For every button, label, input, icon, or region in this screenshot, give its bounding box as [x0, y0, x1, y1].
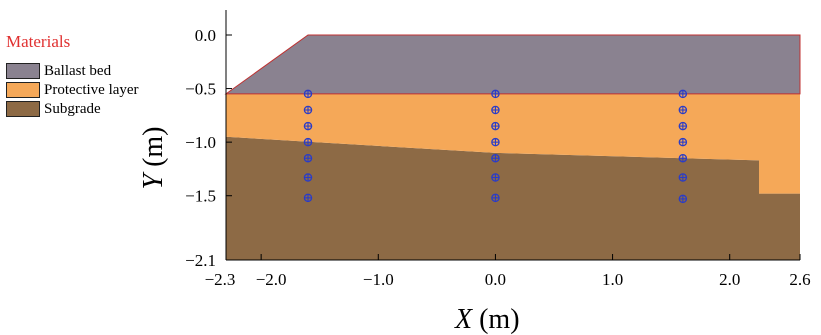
y-tick-label: −1.0 [185, 133, 216, 152]
legend-label-ballast-bed: Ballast bed [44, 62, 112, 79]
legend-label-subgrade: Subgrade [44, 100, 101, 117]
x-tick-label: −2.0 [256, 270, 287, 289]
legend-swatch-ballast-bed [6, 63, 40, 79]
y-tick-label: −1.5 [185, 187, 216, 206]
monitor-point [303, 153, 313, 163]
x-tick-label: 2.6 [789, 270, 810, 289]
monitor-point [491, 173, 500, 182]
x-axis-label: X (m) [454, 304, 520, 335]
y-tick-label: −2.1 [185, 251, 216, 270]
x-tick-label: 2.0 [719, 270, 740, 289]
y-ticks: 0.0 −0.5 −1.0 −1.5 −2.1 [185, 26, 232, 270]
monitor-point [491, 153, 500, 163]
x-tick-label: −1.0 [363, 270, 394, 289]
monitor-point [491, 89, 500, 99]
monitor-point [491, 105, 500, 115]
monitor-point [303, 193, 313, 203]
monitor-point [491, 193, 500, 203]
legend-title: Materials [6, 32, 71, 51]
monitor-point [303, 105, 313, 115]
protective-layer-region [226, 93, 800, 194]
legend-swatch-subgrade [6, 101, 40, 117]
monitor-point [303, 121, 313, 131]
monitor-point [678, 105, 688, 115]
monitor-point [678, 173, 688, 182]
ballast-bed-region [224, 34, 801, 95]
monitor-point [303, 137, 313, 147]
monitor-point [678, 194, 688, 204]
monitor-point [678, 121, 688, 131]
x-tick-label: −2.3 [205, 270, 236, 289]
monitor-point [491, 121, 500, 131]
x-tick-label: 0.0 [485, 270, 506, 289]
axes: −2.3 −2.0 −1.0 0.0 1.0 2.0 2.6 0.0 −0.5 −1.0 −1.5… [185, 10, 811, 289]
legend-item-subgrade: Subgrade [6, 100, 101, 118]
monitor-point [303, 173, 313, 182]
legend-label-protective-layer: Protective layer [44, 81, 139, 98]
monitoring-points [303, 89, 688, 204]
monitor-point [678, 137, 688, 147]
legend-swatch-protective-layer [6, 82, 40, 98]
x-ticks: −2.3 −2.0 −1.0 0.0 1.0 2.0 2.6 [205, 254, 811, 289]
y-axis-label: Y (m) [138, 126, 169, 189]
legend-item-ballast-bed: Ballast bed [6, 62, 111, 80]
monitor-point [491, 137, 500, 147]
subgrade-region [226, 136, 800, 260]
monitor-point [303, 89, 313, 99]
y-tick-label: 0.0 [195, 26, 216, 45]
y-tick-label: −0.5 [185, 80, 216, 99]
x-tick-label: 1.0 [602, 270, 623, 289]
material-layers [224, 34, 801, 260]
legend-item-protective-layer: Protective layer [6, 81, 139, 99]
monitor-point [678, 89, 688, 99]
monitor-point [678, 153, 688, 163]
